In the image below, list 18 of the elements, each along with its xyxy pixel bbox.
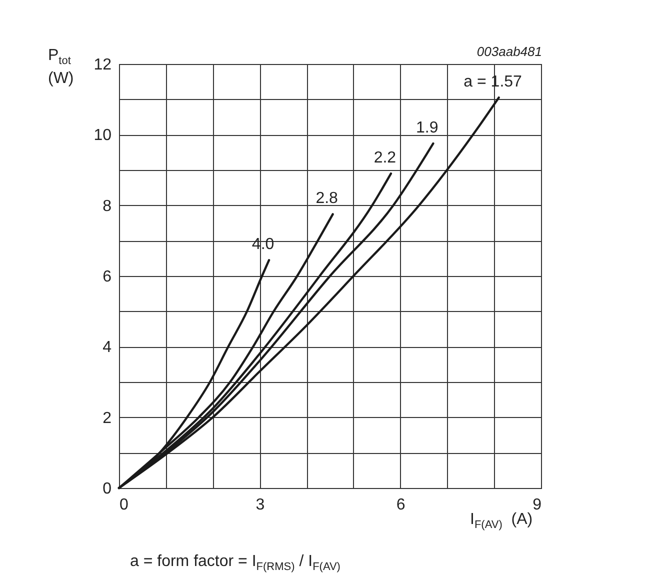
x-tick-label: 6 [396,496,406,514]
x-tick-label: 9 [532,496,542,514]
y-tick-label: 12 [94,56,112,74]
y-tick-label: 8 [102,198,112,215]
x-tick-label: 0 [120,496,128,514]
y-tick-label: 4 [102,339,112,356]
x-tick-label: 3 [256,496,265,514]
text: 003aab481 [476,44,542,60]
y-tick-label: 10 [94,127,112,144]
y-tick-label: 0 [102,480,112,498]
y-tick-label: 6 [102,268,112,286]
series-label: 2.2 [374,150,396,167]
series-label: 1.9 [416,120,438,136]
y-tick-label: 2 [102,410,112,427]
y-axis-title: P$_{tot}$ (W) [48,46,74,89]
x-axis-title: I$_{F(AV)}$ (A) [470,510,533,533]
series-label: 2.8 [316,190,338,208]
text: a = form factor = I$_{F(RMS)}$ / I$_{F(AV)}$ [130,552,340,575]
